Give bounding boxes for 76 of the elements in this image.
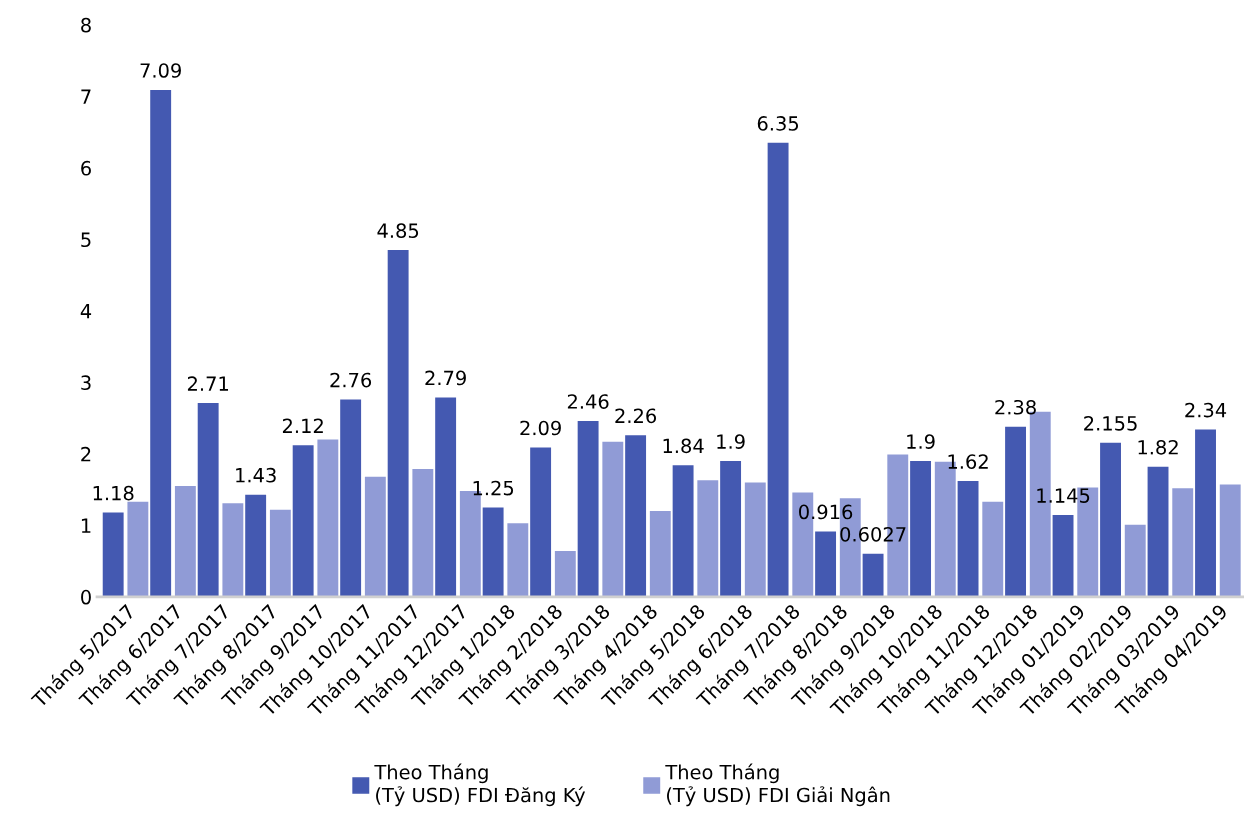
data-label: 2.155 bbox=[1084, 415, 1137, 431]
bar bbox=[364, 476, 386, 597]
data-label: 0.6027 bbox=[840, 526, 906, 542]
bar bbox=[1147, 466, 1169, 597]
data-label: 1.84 bbox=[663, 438, 704, 454]
bar bbox=[625, 435, 647, 597]
data-label: 1.18 bbox=[93, 485, 134, 501]
bar bbox=[1219, 484, 1241, 597]
bar bbox=[269, 509, 291, 597]
bar bbox=[245, 494, 267, 597]
bar bbox=[602, 441, 624, 597]
data-label: 1.62 bbox=[948, 454, 988, 469]
y-tick-label: 5 bbox=[81, 232, 91, 248]
bar bbox=[957, 481, 979, 597]
data-label: 1.43 bbox=[236, 467, 276, 483]
bar bbox=[815, 531, 837, 597]
bar bbox=[744, 482, 766, 597]
bar bbox=[197, 403, 219, 597]
bar bbox=[910, 461, 932, 597]
data-label: 2.38 bbox=[995, 399, 1036, 415]
bar bbox=[1172, 488, 1194, 597]
bar bbox=[1005, 426, 1026, 597]
bar bbox=[127, 501, 149, 597]
data-label: 2.71 bbox=[187, 376, 229, 391]
data-label: 6.35 bbox=[757, 116, 799, 131]
data-label: 2.09 bbox=[520, 420, 561, 436]
data-label: 1.9 bbox=[907, 434, 935, 449]
y-tick-label: 6 bbox=[81, 160, 91, 176]
bar bbox=[507, 523, 529, 597]
bar bbox=[697, 480, 719, 597]
bar bbox=[982, 501, 1004, 597]
bar bbox=[1052, 515, 1074, 597]
y-tick-label: 4 bbox=[80, 304, 92, 319]
bar bbox=[102, 512, 124, 597]
bar bbox=[649, 511, 671, 597]
bar bbox=[222, 503, 244, 597]
data-label: 2.34 bbox=[1185, 402, 1227, 418]
bar bbox=[387, 250, 409, 597]
bar bbox=[412, 468, 434, 597]
data-label: 2.12 bbox=[282, 418, 323, 433]
data-label: 1.25 bbox=[473, 480, 514, 496]
bar bbox=[554, 551, 576, 597]
data-label: 2.46 bbox=[567, 394, 609, 409]
data-label: 2.76 bbox=[330, 372, 372, 388]
bar bbox=[530, 447, 552, 597]
bar bbox=[862, 553, 884, 597]
bar bbox=[1100, 442, 1121, 597]
legend-label: Theo Tháng (Tỷ USD) FDI Giải Ngân bbox=[665, 763, 890, 807]
bar bbox=[482, 507, 504, 597]
data-label: 2.79 bbox=[425, 370, 466, 386]
y-tick-label: 0 bbox=[81, 589, 91, 605]
bar bbox=[1124, 524, 1146, 597]
bar bbox=[672, 465, 694, 597]
y-tick-label: 1 bbox=[81, 518, 91, 533]
bar bbox=[292, 445, 314, 597]
y-tick-label: 7 bbox=[81, 89, 91, 104]
data-label: 1.9 bbox=[717, 434, 745, 449]
data-label: 1.82 bbox=[1138, 439, 1178, 455]
bar bbox=[577, 420, 599, 597]
legend-label: Theo Tháng (Tỷ USD) FDI Đăng Ký bbox=[374, 763, 586, 807]
bar bbox=[435, 397, 457, 597]
bar bbox=[340, 399, 362, 597]
bar bbox=[767, 142, 789, 597]
data-label: 2.26 bbox=[615, 408, 657, 424]
bar bbox=[317, 439, 339, 597]
bar bbox=[720, 461, 742, 597]
data-label: 1.145 bbox=[1037, 488, 1090, 503]
y-tick-label: 8 bbox=[81, 17, 91, 33]
data-label: 7.09 bbox=[140, 63, 181, 78]
bar bbox=[174, 486, 196, 597]
data-label: 4.85 bbox=[377, 223, 419, 238]
y-tick-label: 2 bbox=[81, 446, 91, 462]
bar bbox=[1195, 429, 1216, 597]
data-label: 0.916 bbox=[799, 504, 853, 520]
y-tick-label: 3 bbox=[81, 375, 91, 391]
bar bbox=[150, 89, 172, 597]
